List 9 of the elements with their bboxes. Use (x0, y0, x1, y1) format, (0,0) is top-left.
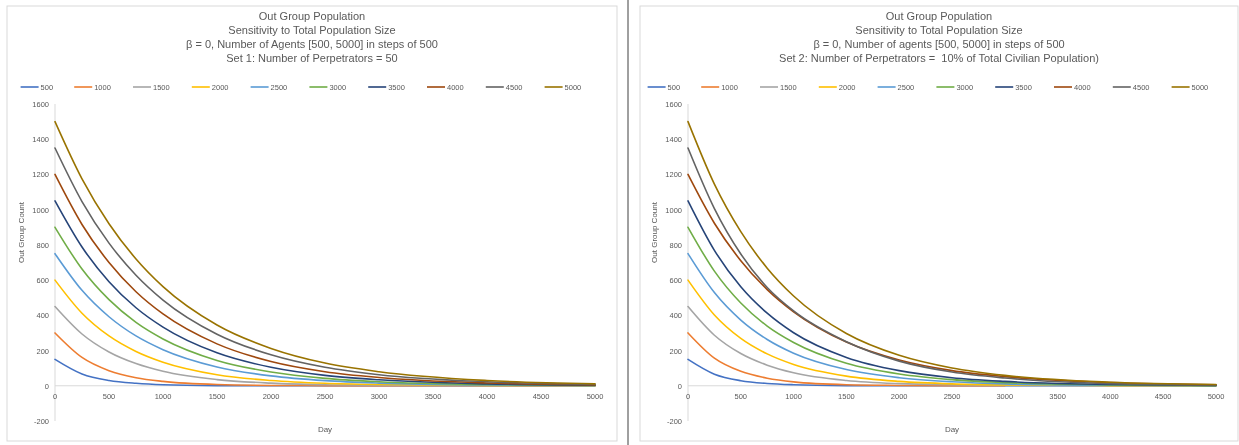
y-axis-title: Out Group Count (17, 201, 26, 263)
y-axis-title: Out Group Count (650, 201, 659, 263)
x-axis-title: Day (944, 425, 960, 434)
chart-subtitle: Sensitivity to Total Population Size β = 0, Number of Agents [500, 5000] in steps of 500 Set 1: Number of Perpetrators = 50 (186, 24, 438, 64)
chart-title: Out Group Population (258, 10, 366, 22)
x-axis-title: Day (317, 425, 333, 434)
line-series (687, 332, 1006, 387)
chart-title: Out Group Population (885, 10, 993, 22)
chart-subtitle: Sensitivity to Total Population Size β = 0, Number of agents [500, 5000] in steps of 500 Set 2: Number of Perpetrators = 10% of Total Civilian Population) (779, 24, 1099, 64)
